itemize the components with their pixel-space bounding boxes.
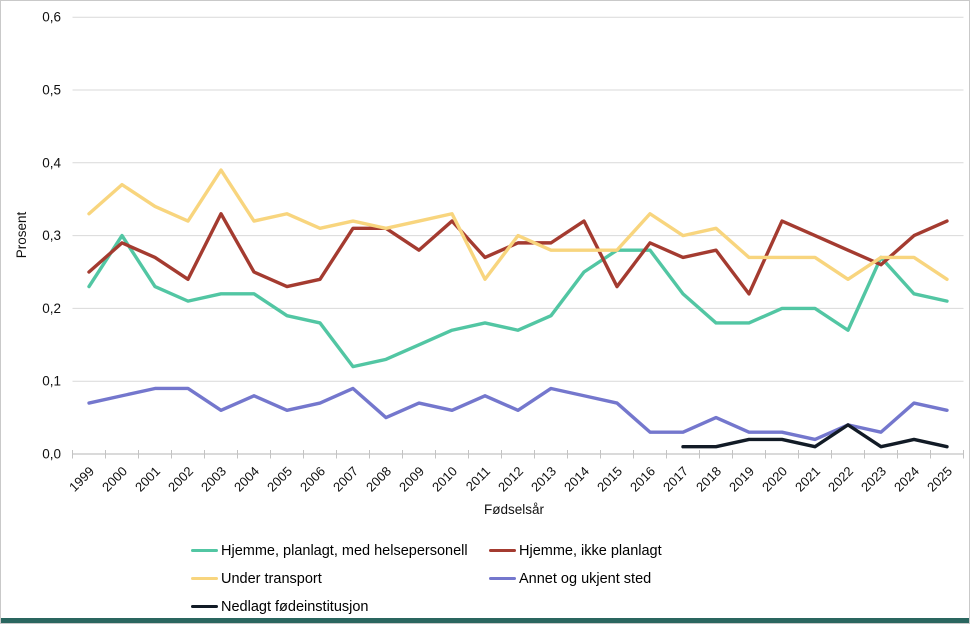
legend-swatch-hjemme-ikke-planlagt (489, 548, 516, 553)
x-tick-label: 2013 (528, 464, 559, 495)
x-tick-label: 2000 (99, 464, 130, 495)
legend-item-under-transport: Under transport (191, 570, 322, 587)
y-tick-label: 0,2 (42, 301, 61, 316)
y-tick-label: 0,4 (42, 155, 61, 170)
y-axis-title: Prosent (14, 211, 29, 258)
x-tick-label: 2025 (924, 464, 955, 495)
x-tick-label: 2017 (660, 464, 691, 495)
series-line-nedlagt-f-deinstitusjon (681, 423, 949, 449)
x-tick-label: 2005 (264, 464, 295, 495)
x-tick-label: 2018 (693, 464, 724, 495)
x-tick-label: 2016 (627, 464, 658, 495)
y-tick-label: 0,6 (42, 10, 61, 25)
legend-label: Annet og ukjent sted (519, 570, 652, 587)
x-tick-label: 2020 (759, 464, 790, 495)
legend-swatch-under-transport (191, 576, 218, 581)
y-tick-label: 0,3 (42, 228, 61, 243)
x-tick-label: 2014 (561, 464, 592, 495)
x-tick-label: 2001 (132, 464, 163, 495)
x-tick-label: 2024 (891, 464, 922, 495)
y-tick-label: 0,1 (42, 374, 61, 389)
y-tick-label: 0,0 (42, 447, 61, 462)
y-tick-label: 0,5 (42, 83, 61, 98)
line-chart: 0,00,10,20,30,40,50,6 1999 2000 2001 2002 20… (14, 10, 964, 517)
legend-label: Under transport (221, 570, 322, 587)
x-tick-label: 2019 (726, 464, 757, 495)
series-lines (87, 168, 949, 449)
x-tick-label: 1999 (66, 464, 97, 495)
x-tick-label: 2012 (495, 464, 526, 495)
x-axis-title: Fødselsår (484, 502, 545, 517)
legend-swatch-nedlagt-f-deinstitusjon (191, 604, 218, 609)
x-tick-label: 2009 (396, 464, 427, 495)
x-tick-label: 2003 (198, 464, 229, 495)
x-tick-label: 2023 (858, 464, 889, 495)
x-axis-labels: 1999 2000 2001 2002 2003 2004 2005 2006 2007 2008… (66, 464, 955, 495)
series-line-under-transport (87, 168, 949, 281)
x-tick-label: 2006 (297, 464, 328, 495)
series-line-hjemme-ikke-planlagt (87, 212, 949, 296)
legend-label: Nedlagt fødeinstitusjon (221, 598, 369, 615)
x-tick-label: 2004 (231, 464, 262, 495)
legend-item-hjemme-ikke-planlagt: Hjemme, ikke planlagt (489, 542, 662, 559)
x-tick-label: 2021 (792, 464, 823, 495)
x-tick-label: 2007 (330, 464, 361, 495)
x-tick-label: 2008 (363, 464, 394, 495)
legend-swatch-hjemme-planlagt-med-helsepersonell (191, 548, 218, 553)
bottom-accent-bar (1, 618, 969, 623)
legend-item-nedlagt-f-deinstitusjon: Nedlagt fødeinstitusjon (191, 598, 369, 615)
series-line-annet-og-ukjent-sted (87, 386, 949, 442)
x-tick-label: 2011 (463, 464, 493, 494)
legend-item-annet-og-ukjent-sted: Annet og ukjent sted (489, 570, 651, 587)
gridlines (72, 16, 964, 382)
series-line-hjemme-planlagt-med-helsepersonell (87, 233, 949, 369)
legend-label: Hjemme, planlagt, med helsepersonell (221, 542, 468, 559)
y-axis-labels: 0,0 0,1 0,2 0,3 0,4 0,5 0,6 (42, 10, 61, 462)
x-tick-label: 2002 (165, 464, 196, 495)
legend-item-hjemme-planlagt-med-helsepersonell: Hjemme, planlagt, med helsepersonell (191, 542, 468, 559)
x-tick-label: 2022 (825, 464, 856, 495)
x-tick-label: 2015 (594, 464, 625, 495)
x-axis (72, 450, 964, 459)
legend-label: Hjemme, ikke planlagt (519, 542, 662, 559)
legend-swatch-annet-og-ukjent-sted (489, 576, 516, 581)
x-tick-label: 2010 (429, 464, 460, 495)
